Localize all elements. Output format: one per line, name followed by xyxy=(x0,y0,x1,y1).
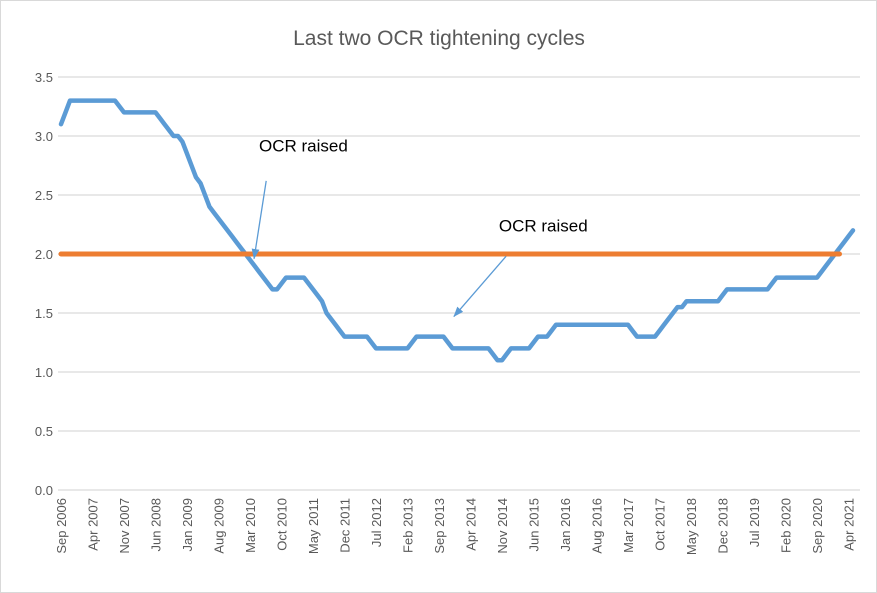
x-axis-tick-label: Sep 2006 xyxy=(54,498,69,554)
x-axis-tick-label: Nov 2014 xyxy=(495,498,510,554)
x-axis-tick-label: Apr 2021 xyxy=(842,498,857,551)
annotation-ocr-raised-1: OCR raised xyxy=(259,136,348,155)
x-axis-tick-label: Feb 2020 xyxy=(779,498,794,553)
y-axis-tick-label: 2.0 xyxy=(35,247,53,262)
x-axis-tick-label: Jun 2015 xyxy=(527,498,542,552)
x-axis-tick-label: Apr 2007 xyxy=(86,498,101,551)
x-axis-tick-label: Mar 2010 xyxy=(243,498,258,553)
y-axis-tick-label: 3.0 xyxy=(35,129,53,144)
chart-title: Last two OCR tightening cycles xyxy=(293,27,585,50)
x-axis-tick-label: May 2011 xyxy=(306,498,321,554)
y-axis-tick-label: 0.0 xyxy=(35,483,53,498)
x-axis-tick-label: Jul 2019 xyxy=(747,498,762,547)
annotation-arrow xyxy=(251,180,267,260)
x-axis-tick-label: Apr 2014 xyxy=(464,498,479,551)
y-axis-tick-label: 1.0 xyxy=(35,365,53,380)
x-axis-tick-label: Sep 2020 xyxy=(810,498,825,554)
y-axis-labels: 0.0 0.5 1.0 1.5 2.0 2.5 3.0 3.5 xyxy=(35,70,53,498)
x-axis-tick-label: Feb 2013 xyxy=(401,498,416,553)
x-axis-tick-label: Aug 2016 xyxy=(590,498,605,554)
series-lines xyxy=(58,98,856,363)
x-axis-tick-label: Sep 2013 xyxy=(432,498,447,554)
x-axis-tick-label: Jul 2012 xyxy=(369,498,384,547)
y-axis-tick-label: 3.5 xyxy=(35,70,53,85)
y-axis-tick-label: 0.5 xyxy=(35,424,53,439)
x-axis-tick-label: Jan 2009 xyxy=(180,498,195,552)
x-axis-tick-label: Aug 2009 xyxy=(212,498,227,554)
annotation-arrows xyxy=(251,180,507,318)
x-axis-labels: Sep 2006 Apr 2007 Nov 2007 Jun 2008 Jan 2009… xyxy=(54,498,857,555)
x-axis-tick-label: Jun 2008 xyxy=(149,498,164,552)
x-axis-tick-label: Jan 2016 xyxy=(558,498,573,552)
x-axis-tick-label: May 2018 xyxy=(684,498,699,555)
annotation-ocr-raised-2: OCR raised xyxy=(499,217,588,236)
x-axis-tick-label: Dec 2011 xyxy=(338,498,353,553)
x-axis-tick-label: Dec 2018 xyxy=(716,498,731,554)
y-axis-tick-label: 2.5 xyxy=(35,188,53,203)
x-axis-tick-label: Mar 2017 xyxy=(621,498,636,553)
x-axis-tick-label: Oct 2017 xyxy=(653,498,668,551)
x-axis-tick-label: Nov 2007 xyxy=(117,498,132,554)
rate-line-series xyxy=(58,98,856,363)
annotation-arrow xyxy=(453,255,507,318)
x-axis-tick-label: Oct 2010 xyxy=(275,498,290,551)
y-axis-tick-label: 1.5 xyxy=(35,306,53,321)
